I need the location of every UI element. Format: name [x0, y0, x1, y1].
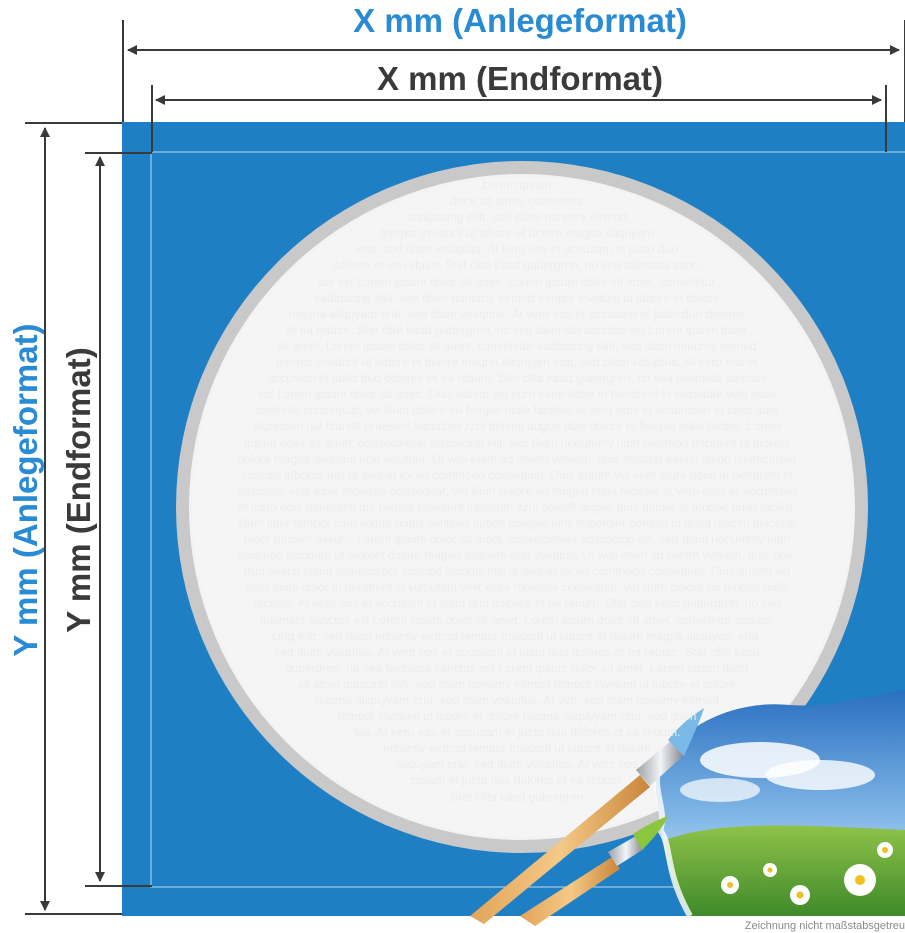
text-line: vulputate velit esse molestie consequat,… — [236, 483, 798, 498]
text-line: et iusto odio dignissim qui blandit prae… — [237, 499, 797, 514]
text-line: eum iriure dolor in hendrerit in vulputa… — [245, 580, 789, 595]
text-line: sed diam voluptua. At vero eos et accusa… — [274, 644, 760, 659]
text-line: sit amet. Lorem ipsum dolor sit amet, co… — [277, 338, 757, 353]
text-line: molestie consequat, vel illum dolore eu … — [255, 403, 779, 418]
text-line: tempor invidunt ut labore et dolore magn… — [380, 226, 654, 241]
text-line: trud exerci tation ullamcorper suscipit … — [243, 564, 791, 579]
label-anlege-y: Y mm (Anlegeformat) — [7, 323, 44, 657]
circle-inner — [192, 177, 852, 837]
text-line: magna aliquyyam erat, sed diam voluptua.… — [315, 693, 719, 707]
text-line: facilisis. At vero eos et accusam et jus… — [253, 596, 781, 611]
text-line: cusam et justo duo dolores et ea rebum. — [409, 773, 625, 788]
text-line: Lorem ipsum — [482, 178, 552, 192]
footnote: Zeichnung nicht maßstabsgetreu — [744, 920, 905, 932]
landscape-image — [653, 690, 905, 918]
text-line: tempor invidunt ut labore et dolore magn… — [337, 709, 697, 724]
text-line: tus est Lorem ipsum dolor sit amet. Lore… — [318, 274, 716, 289]
text-line: tua. At vero eos et accusam et justo duo… — [353, 725, 681, 740]
text-line: erat, sed diam voluptua. At vero eos et … — [356, 242, 678, 257]
text-line: sit amet,dipscing elitr, sed diam nonumy… — [297, 676, 737, 691]
text-line: nonumy eirmod tempor invidunt ut labore … — [382, 741, 652, 756]
text-line: Stet clita kasd gubergren — [450, 789, 584, 804]
text-line: et ea rebum. Stet clita kasd gubergren, … — [286, 322, 748, 337]
brush-green — [520, 816, 668, 926]
text-line: dolores et ea rebum. Stet clita kasd gub… — [331, 258, 703, 273]
text-line: accusam et justo duo dolores et ea rebum… — [267, 371, 767, 386]
text-line: aliquyam erat, sed diam voluptua. At ver… — [395, 757, 639, 772]
lorem-ipsum-text: Lorem ipsum dolor sit amet, consetetur sad… — [176, 177, 858, 805]
text-line: facer possim assum. Lorem ipsum dolor si… — [243, 532, 791, 547]
brush-blue — [470, 708, 704, 924]
text-line: tempor invidunt ut labore et dolore magn… — [276, 355, 758, 370]
text-line: euismod tincidunt ut laoreet dolore magn… — [237, 548, 797, 563]
text-line: sadipscing elitr, sed diam nonumy eirmod… — [314, 290, 720, 305]
text-line: est Lorem ipsum dolor sit amet. Duis aut… — [257, 387, 777, 402]
text-line: dolor sit amet, consetetur — [449, 194, 585, 209]
label-end-y: Y mm (Endformat) — [60, 347, 97, 633]
text-line: takimata sanctus est Lorem ipsum dolor s… — [260, 612, 774, 627]
text-line: sadipscing elitr, sed diam nonumy eirmod — [406, 210, 628, 225]
label-end-x: X mm (Endformat) — [376, 60, 663, 97]
text-line: ipsum dolor sit amet, consectetuer adipi… — [244, 435, 790, 450]
text-line: suscipit lobortis nisl ut aliquip ex ea … — [241, 467, 793, 482]
text-line: dignissim qui blandit praesent luptatum … — [253, 419, 781, 434]
text-line: cing elitr, sed diam nonumy eirmod tempo… — [272, 628, 762, 643]
label-anlege-x: X mm (Anlegeformat) — [353, 2, 687, 39]
text-line: gubergren, no sea takimata sanctus est L… — [284, 660, 750, 675]
text-line: Nam liber tempor cum soluta nobis eleife… — [238, 515, 796, 530]
text-line: dolore magna aliquam erat volutpat. Ut w… — [237, 451, 797, 466]
text-line: magna aliquyam erat, sed diam voluptua. … — [289, 306, 745, 321]
